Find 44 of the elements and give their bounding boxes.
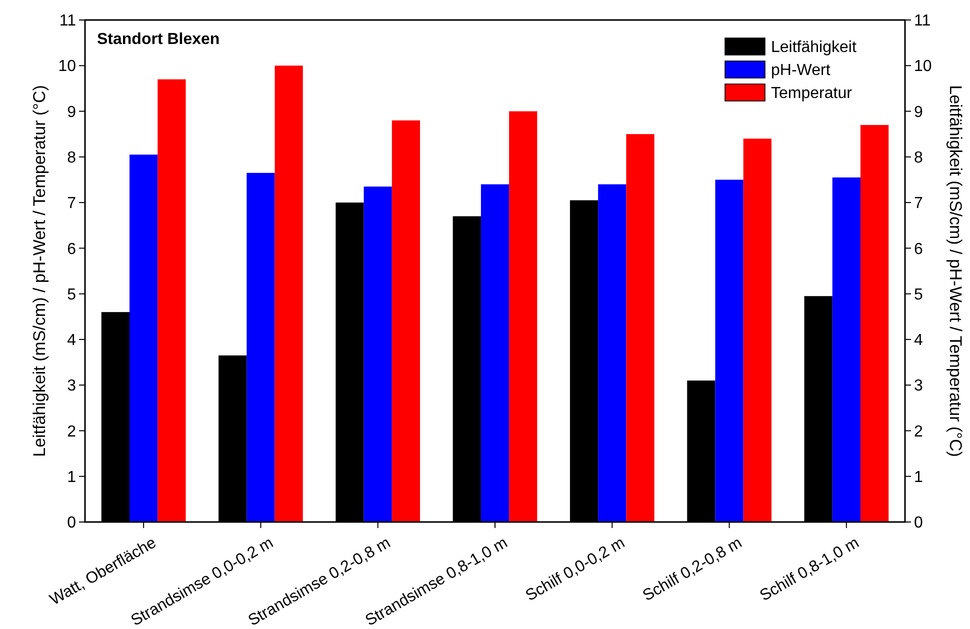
y2-tick-label: 5 (914, 286, 923, 304)
y2-axis-title: Leitfähigkeit (mS/cm) / pH-Wert / Temperatur (°C) (946, 85, 965, 457)
y2-tick-label: 10 (914, 58, 932, 76)
y-tick-label: 10 (58, 58, 76, 76)
y-tick-label: 11 (59, 12, 76, 30)
y2-tick-label: 11 (914, 12, 931, 30)
bar (158, 79, 186, 522)
y-tick-label: 8 (67, 150, 76, 167)
y-tick-label: 2 (67, 423, 76, 440)
y2-tick-label: 8 (914, 150, 923, 167)
bar (743, 138, 772, 522)
bar (130, 154, 158, 522)
y2-tick-label: 3 (914, 378, 923, 395)
bar (392, 120, 420, 522)
legend-label: Temperatur (771, 85, 853, 102)
y-tick-label: 9 (67, 104, 76, 121)
y-tick-label: 3 (67, 378, 76, 395)
y2-tick-label: 4 (914, 332, 923, 350)
bar (715, 180, 744, 522)
bar (626, 134, 654, 522)
bar (598, 184, 626, 522)
y2-tick-label: 0 (914, 514, 923, 532)
y-tick-label: 4 (67, 332, 76, 350)
bar (246, 172, 275, 522)
y2-tick-label: 1 (914, 468, 923, 486)
legend-label: Leitfähigkeit (771, 39, 857, 56)
y2-tick-label: 6 (914, 240, 923, 258)
legend-label: pH-Wert (771, 62, 831, 80)
bar (832, 177, 860, 522)
y-tick-label: 0 (67, 514, 76, 532)
bar (860, 124, 889, 522)
y2-tick-label: 2 (914, 423, 923, 440)
y-tick-label: 1 (67, 468, 76, 486)
y2-tick-label: 9 (914, 104, 923, 121)
text: Standort Blexen (97, 31, 220, 48)
bar (480, 184, 510, 522)
bar (509, 111, 538, 522)
bar (274, 66, 303, 522)
y-tick-label: 6 (67, 240, 76, 258)
y-tick-label: 5 (67, 286, 76, 304)
y-tick-label: 7 (67, 195, 76, 212)
bar (364, 186, 392, 522)
y2-tick-label: 7 (914, 195, 923, 212)
y-axis-title: Leitfähigkeit (mS/cm) / pH-Wert / Temperatur (°C) (30, 85, 49, 457)
